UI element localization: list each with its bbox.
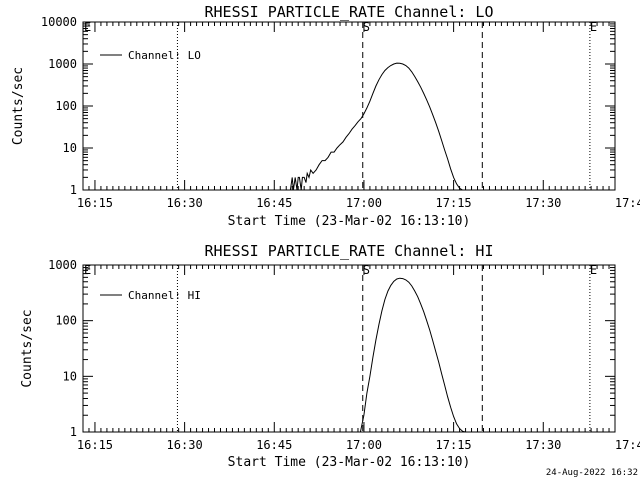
y-tick-label: 1 [70,183,77,197]
plot-frame [82,21,616,191]
x-tick-label: 17:00 [346,196,382,210]
y-axis-label: Counts/sec [20,309,35,387]
x-tick-label: 16:45 [256,196,292,210]
marker-label: S [363,263,370,277]
plot-title: RHESSI PARTICLE_RATE Channel: HI [205,242,494,260]
x-tick-label: 16:15 [77,196,113,210]
panel-channel-hi: RHESSI PARTICLE_RATE Channel: HIE S E16:15… [20,242,640,470]
marker-label: E [84,20,91,34]
x-tick-label: 16:15 [77,438,113,452]
marker-label: E [590,20,597,34]
y-tick-label: 100 [55,314,77,328]
x-tick-label: 16:30 [167,438,203,452]
x-tick-label: 17:30 [525,196,561,210]
plot-frame [82,264,616,433]
y-tick-label: 100 [55,99,77,113]
x-tick-label: 17:45 [615,196,640,210]
x-tick-label: 17:45 [615,438,640,452]
x-axis-label: Start Time (23-Mar-02 16:13:10) [228,455,471,470]
x-tick-label: 17:15 [436,196,472,210]
y-axis-label: Counts/sec [11,67,26,145]
legend-label: Channel: LO [128,49,201,62]
series-line [289,62,475,190]
x-tick-label: 17:30 [525,438,561,452]
legend-label: Channel: HI [128,289,201,302]
x-tick-label: 16:30 [167,196,203,210]
x-tick-label: 17:15 [436,438,472,452]
y-tick-label: 10000 [41,15,77,29]
marker-label: S [363,20,370,34]
y-tick-label: 1000 [48,258,77,272]
x-tick-label: 16:45 [256,438,292,452]
plot-title: RHESSI PARTICLE_RATE Channel: LO [205,3,494,21]
y-tick-label: 1 [70,425,77,439]
marker-label: E [590,263,597,277]
footer-timestamp: 24-Aug-2022 16:32 [546,468,638,478]
y-tick-label: 10 [63,369,77,383]
y-tick-label: 1000 [48,57,77,71]
x-axis-label: Start Time (23-Mar-02 16:13:10) [228,214,471,229]
series-line [359,277,472,432]
y-tick-label: 10 [63,141,77,155]
panel-channel-lo: RHESSI PARTICLE_RATE Channel: LO E S E 16:15… [11,3,640,229]
x-tick-label: 17:00 [346,438,382,452]
